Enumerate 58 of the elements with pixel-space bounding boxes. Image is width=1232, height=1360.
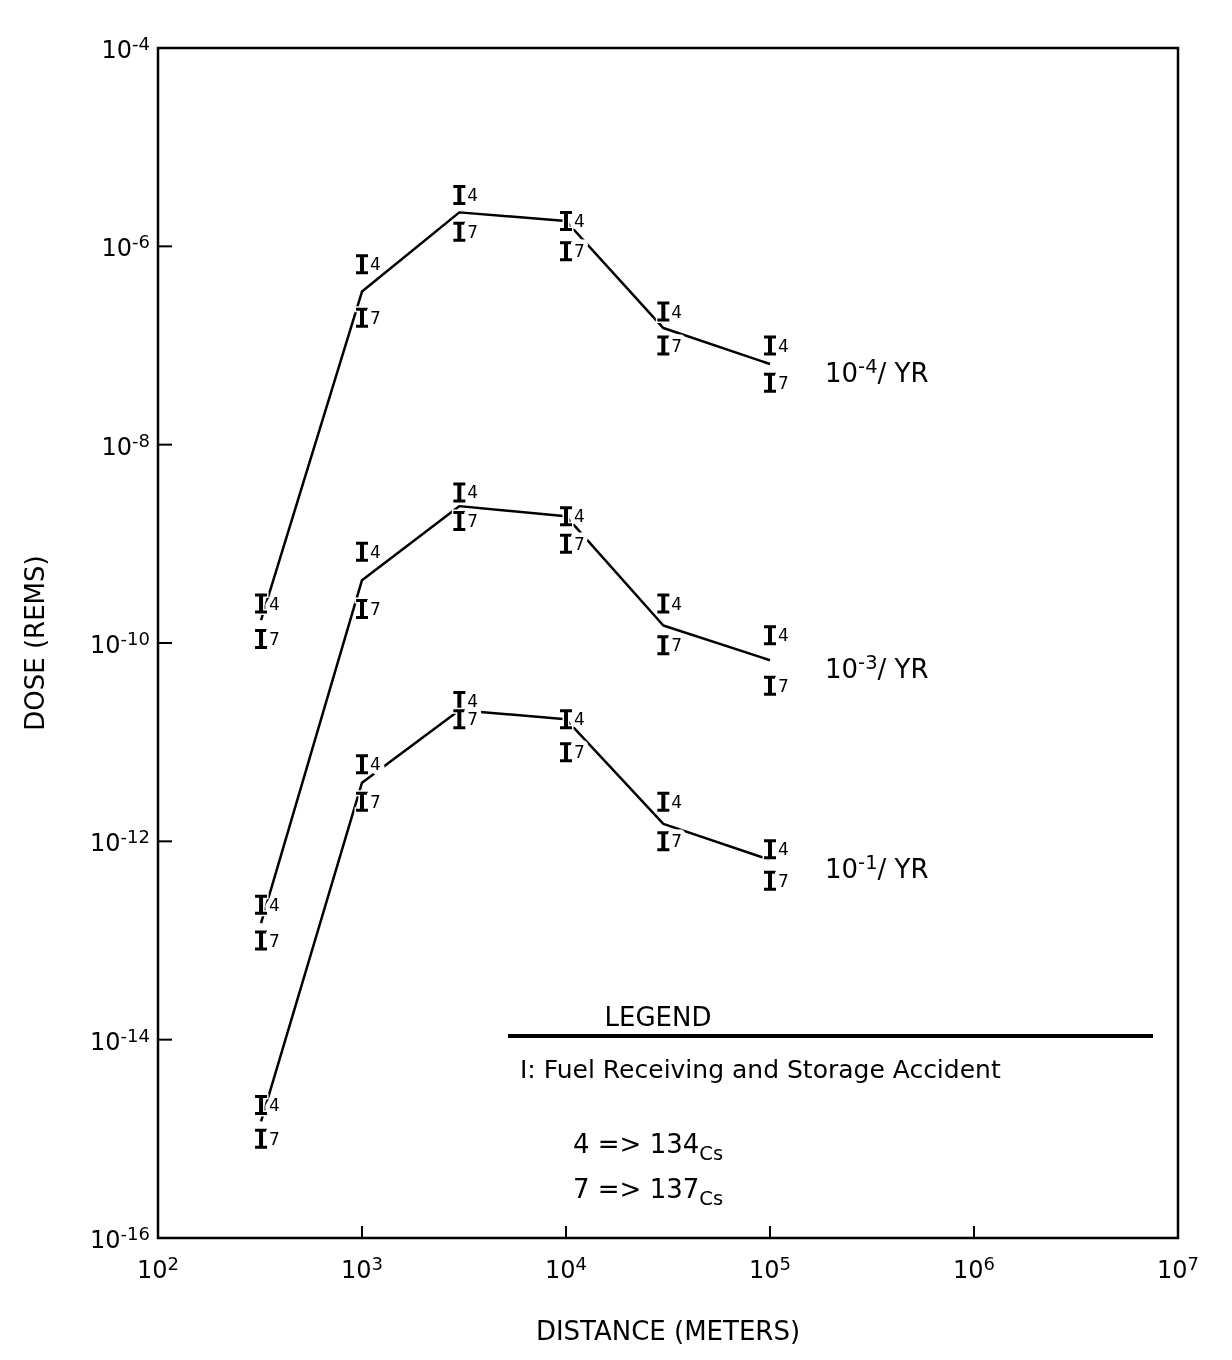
text: 10$^{-1}$/ YR bbox=[825, 850, 929, 884]
text: 4 bbox=[370, 541, 381, 562]
y-tick-label: 10$^{-14}$ bbox=[90, 1024, 150, 1056]
text: 7 bbox=[778, 870, 789, 891]
text: 4 bbox=[671, 301, 683, 322]
text: 7 bbox=[574, 533, 585, 554]
x-tick-label: 10$^{6}$ bbox=[953, 1252, 995, 1284]
text: 4 bbox=[778, 335, 789, 356]
y-axis-title: DOSE (REMS) bbox=[20, 555, 50, 731]
text: 4 bbox=[467, 482, 479, 503]
y-tick-label: 10$^{-4}$ bbox=[101, 32, 150, 64]
text: 4 bbox=[574, 506, 585, 527]
text: 4 bbox=[671, 593, 683, 614]
annotation: I: Fuel Receiving and Storage Accident bbox=[520, 1055, 1001, 1084]
text: 7 bbox=[467, 510, 479, 531]
text: 7 bbox=[370, 307, 381, 328]
series-label: 7 bbox=[269, 628, 280, 649]
series-label: 4 bbox=[269, 1094, 280, 1115]
text: 10$^{-3}$/ YR bbox=[825, 651, 929, 685]
text: 7 bbox=[778, 372, 789, 393]
series-label: 4 bbox=[269, 593, 280, 614]
x-tick-label: 10$^{2}$ bbox=[137, 1252, 179, 1284]
text: 7 bbox=[671, 831, 683, 852]
x-tick-label: 10$^{7}$ bbox=[1157, 1252, 1199, 1284]
x-tick-label: 10$^{3}$ bbox=[341, 1252, 383, 1284]
text: 4 bbox=[671, 791, 683, 812]
text: 4 bbox=[467, 691, 479, 712]
y-tick-label: 10$^{-10}$ bbox=[90, 627, 150, 659]
text: 4 bbox=[574, 211, 585, 232]
text: 7 bbox=[778, 675, 789, 696]
text: 7 bbox=[467, 221, 479, 242]
x-tick-label: 10$^{5}$ bbox=[749, 1252, 791, 1284]
text: 4 bbox=[370, 254, 381, 275]
annotation: 4 => 134$_{Cs}$ bbox=[573, 1129, 724, 1165]
text: 4 bbox=[778, 839, 789, 860]
text: 7 bbox=[671, 335, 683, 356]
y-tick-label: 10$^{-12}$ bbox=[90, 826, 150, 858]
legend-title: LEGEND bbox=[604, 1002, 712, 1032]
series-label: 7 bbox=[269, 930, 280, 951]
series-label: 7 bbox=[269, 1128, 280, 1149]
y-tick-label: 10$^{-16}$ bbox=[90, 1222, 150, 1254]
text: 4 bbox=[370, 754, 381, 775]
text: 7 bbox=[467, 709, 479, 730]
text: 7 bbox=[370, 599, 381, 620]
text: 4 bbox=[467, 184, 479, 205]
y-tick-label: 10$^{-8}$ bbox=[101, 429, 150, 461]
text: 7 bbox=[370, 791, 381, 812]
x-axis-title: DISTANCE (METERS) bbox=[535, 1316, 801, 1346]
annotation: 7 => 137$_{Cs}$ bbox=[573, 1174, 724, 1210]
text: 4 bbox=[574, 709, 585, 730]
text: 7 bbox=[574, 742, 585, 763]
text: 4 bbox=[778, 625, 789, 646]
y-tick-label: 10$^{-6}$ bbox=[101, 231, 150, 263]
series-label: 4 bbox=[269, 894, 280, 915]
text: 7 bbox=[671, 635, 683, 656]
x-tick-label: 10$^{4}$ bbox=[545, 1252, 587, 1284]
text: 10$^{-4}$/ YR bbox=[825, 355, 929, 389]
text: 7 bbox=[574, 241, 585, 262]
